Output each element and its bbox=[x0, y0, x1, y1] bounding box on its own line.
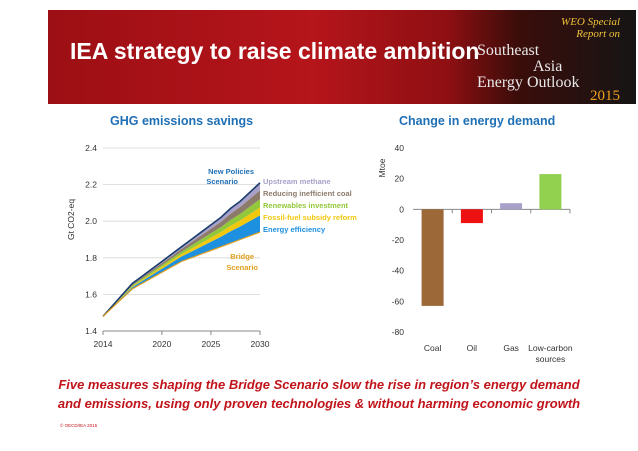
bar-gas bbox=[500, 203, 523, 210]
ghg-xtick-label: 2014 bbox=[94, 339, 113, 349]
wedge-renewables-investment bbox=[103, 199, 260, 317]
logo-word-outlook: Outlook bbox=[527, 74, 580, 91]
ghg-legend-label: Reducing inefficient coal bbox=[263, 189, 352, 198]
ghg-ytick-label: 1.8 bbox=[85, 253, 97, 263]
ghg-legend-label: Upstream methane bbox=[263, 177, 331, 186]
bar-category-label: Gas bbox=[503, 343, 519, 353]
bar-oil bbox=[460, 209, 483, 224]
bar-category-label: sources bbox=[535, 354, 565, 364]
wedge-fossil-fuel-subsidy-reform bbox=[103, 207, 260, 317]
new-policies-annotation: Scenario bbox=[206, 177, 238, 186]
bar-category-label: Low-carbon bbox=[528, 343, 573, 353]
ghg-ytick-label: 1.4 bbox=[85, 326, 97, 336]
bridge-line bbox=[102, 231, 261, 317]
copyright: © OECD/IEA 2015 bbox=[60, 423, 98, 428]
ghg-legend-label: Renewables investment bbox=[263, 201, 349, 210]
weo-logo: WEO Special Report on Southeast Asia Ene… bbox=[477, 16, 622, 104]
footer-line2: and emissions, using only proven technol… bbox=[57, 396, 581, 411]
bar-ytick-label: -20 bbox=[392, 235, 405, 245]
bar-ytick-label: -80 bbox=[392, 327, 405, 337]
ghg-xtick-label: 2025 bbox=[201, 339, 220, 349]
energy-chart-title: Change in energy demand bbox=[399, 114, 556, 128]
bar-ytick-label: -60 bbox=[392, 296, 405, 306]
ghg-xtick-label: 2030 bbox=[251, 339, 270, 349]
bar-category-label: Coal bbox=[424, 343, 442, 353]
ghg-ytick-label: 2.4 bbox=[85, 143, 97, 153]
bar-category-label: Oil bbox=[467, 343, 478, 353]
bar-ytick-label: -40 bbox=[392, 266, 405, 276]
ghg-y-axis-label: Gt CO2-eq bbox=[66, 199, 76, 240]
bar-ytick-label: 0 bbox=[399, 204, 404, 214]
bar-ytick-label: 20 bbox=[395, 174, 405, 184]
ghg-ytick-label: 2.2 bbox=[85, 180, 97, 190]
bar-low-carbon bbox=[539, 174, 562, 210]
page-title: IEA strategy to raise climate ambition bbox=[70, 38, 480, 64]
ghg-legend-label: Fossil-fuel subsidy reform bbox=[263, 213, 357, 222]
logo-line1: WEO Special bbox=[561, 16, 620, 28]
logo-word-energy: Energy bbox=[477, 74, 523, 91]
bridge-annotation: Scenario bbox=[226, 263, 258, 272]
bar-ytick-label: 40 bbox=[395, 143, 405, 153]
ghg-ytick-label: 2.0 bbox=[85, 216, 97, 226]
header-banner: IEA strategy to raise climate ambition W… bbox=[48, 10, 636, 104]
new-policies-annotation: New Policies bbox=[208, 167, 254, 176]
new-policies-line bbox=[102, 182, 261, 317]
energy-demand-chart: 40 20 0 -20 -40 -60 -80 Mtoe Coal Oil Gas Low-carbo… bbox=[377, 143, 573, 364]
bar-y-axis-label: Mtoe bbox=[377, 158, 387, 177]
logo-word-southeast: Southeast bbox=[477, 42, 540, 59]
bridge-annotation: Bridge bbox=[230, 252, 254, 261]
ghg-emissions-chart: 1.4 1.6 1.8 2.0 2.2 2.4 2014 2020 2025 2030 Gt CO2… bbox=[66, 143, 357, 349]
logo-line2: Report on bbox=[576, 28, 620, 40]
ghg-ytick-label: 1.6 bbox=[85, 289, 97, 299]
footer-line1: Five measures shaping the Bridge Scenari… bbox=[58, 377, 580, 392]
ghg-legend-label: Energy efficiency bbox=[263, 225, 326, 234]
ghg-xtick-label: 2020 bbox=[152, 339, 171, 349]
logo-year: 2015 bbox=[590, 88, 620, 104]
wedge-energy-efficiency bbox=[103, 215, 260, 317]
ghg-chart-title: GHG emissions savings bbox=[110, 114, 254, 128]
logo-word-asia: Asia bbox=[533, 58, 563, 75]
bar-coal bbox=[421, 209, 444, 306]
